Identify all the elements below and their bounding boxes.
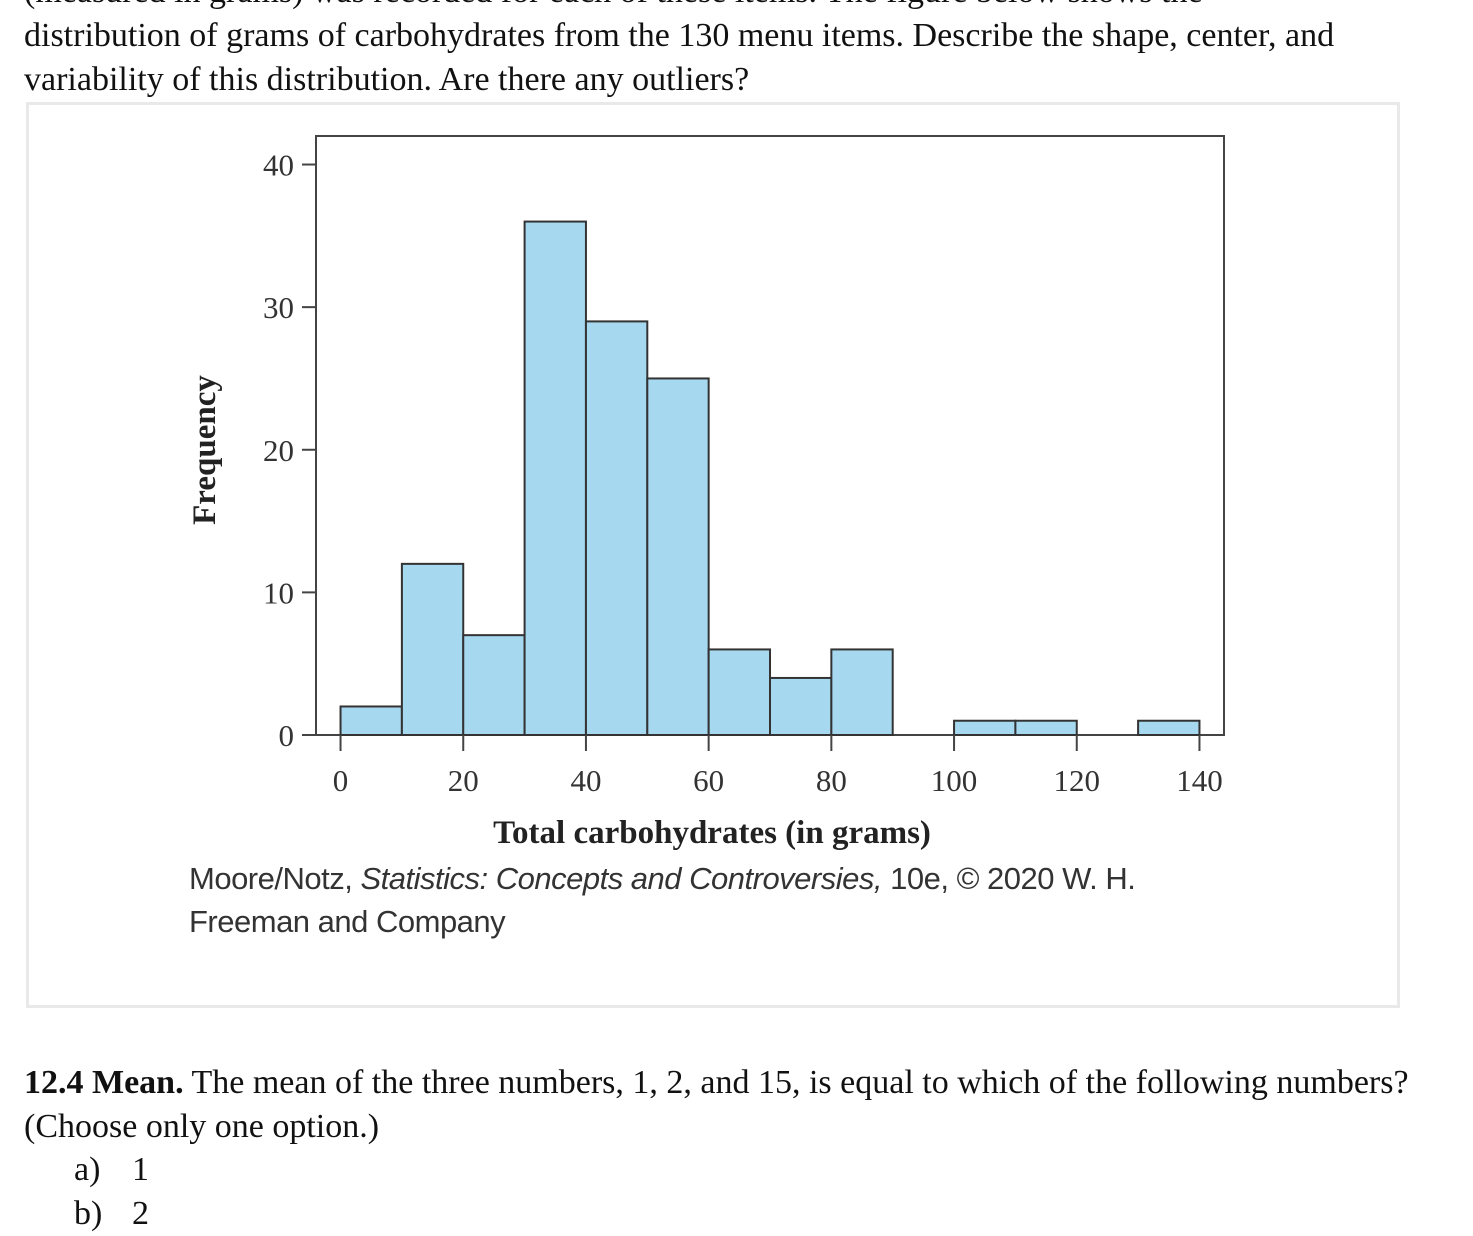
- y-tick-label: 0: [279, 718, 295, 753]
- histogram-bar: [462, 634, 526, 737]
- question-number: 12.4 Mean.: [24, 1064, 184, 1101]
- intro-cut-line: (measured in grams) was recorded for eac…: [24, 0, 1444, 14]
- histogram-bar: [400, 562, 465, 736]
- x-tick-label: 0: [333, 763, 349, 798]
- histogram-bar: [339, 705, 403, 737]
- histogram-chart: 0 10 20 30 40 0 20 40 60 80 100 120 140 Total carbohy…: [187, 135, 1225, 851]
- figure-credit: Moore/Notz, Statistics: Concepts and Con…: [189, 857, 1249, 943]
- intro-paragraph: (measured in grams) was recorded for eac…: [24, 0, 1444, 102]
- option-a[interactable]: a) 1: [74, 1148, 149, 1192]
- x-tick-label: 100: [931, 763, 978, 798]
- histogram-bar: [769, 676, 833, 737]
- histogram-bar: [707, 648, 771, 737]
- x-axis-label: Total carbohydrates (in grams): [493, 815, 931, 851]
- y-axis-label: Frequency: [187, 375, 223, 525]
- option-a-label: a): [74, 1151, 101, 1188]
- y-tick-label: 30: [263, 290, 294, 325]
- credit-rest: 10e, © 2020 W. H. Freeman and Company: [189, 861, 1136, 939]
- histogram-bar: [646, 377, 710, 736]
- x-tick-label: 80: [816, 763, 847, 798]
- intro-text: distribution of grams of carbohydrates f…: [24, 17, 1335, 98]
- y-tick-label: 20: [263, 433, 294, 468]
- option-b-value: 2: [132, 1195, 149, 1232]
- x-tick-label: 140: [1176, 763, 1223, 798]
- credit-book-title: Statistics: Concepts and Controversies,: [360, 861, 882, 896]
- y-tick-label: 10: [263, 575, 294, 610]
- intro-cut-line-text: (measured in grams) was recorded for eac…: [24, 0, 1203, 14]
- histogram-bar: [830, 648, 894, 737]
- option-b[interactable]: b) 2: [74, 1192, 149, 1236]
- x-tick-label: 20: [448, 763, 479, 798]
- x-tick-label: 40: [570, 763, 601, 798]
- figure-panel: 0 10 20 30 40 0 20 40 60 80 100 120 140 Total carbohy…: [26, 102, 1400, 1008]
- question-text: The mean of the three numbers, 1, 2, and…: [24, 1064, 1409, 1145]
- option-a-value: 1: [132, 1151, 149, 1188]
- option-b-label: b): [74, 1195, 103, 1232]
- x-tick-label: 60: [693, 763, 724, 798]
- credit-authors: Moore/Notz,: [189, 861, 353, 896]
- question-12-4: 12.4 Mean. The mean of the three numbers…: [24, 1061, 1444, 1149]
- x-tick-label: 120: [1054, 763, 1101, 798]
- histogram-bar: [584, 320, 649, 736]
- histogram-bar: [1014, 719, 1078, 737]
- histogram-bar: [953, 719, 1017, 737]
- answer-options: a) 1 b) 2: [74, 1148, 149, 1236]
- histogram-bar: [1137, 719, 1201, 737]
- y-tick-label: 40: [263, 148, 294, 183]
- histogram-bar: [523, 220, 587, 737]
